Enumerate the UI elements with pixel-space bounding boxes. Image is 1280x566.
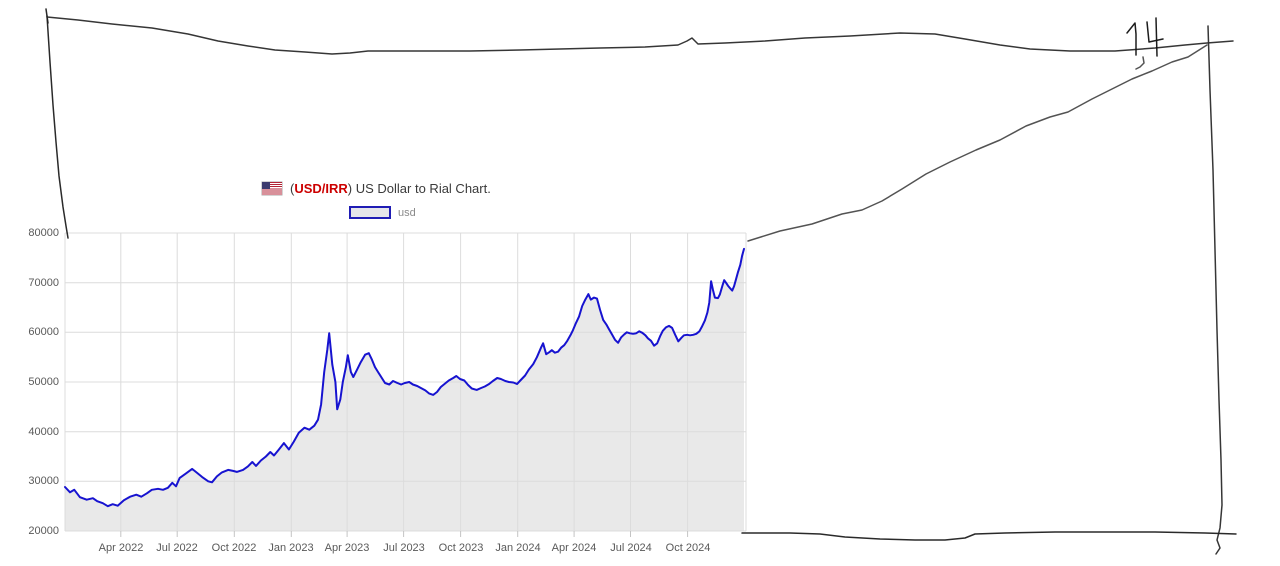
grid (64, 232, 747, 532)
hand-stroke-digit-4-stem (1155, 17, 1158, 57)
x-axis-label: Jan 2023 (268, 542, 314, 554)
legend-swatch-icon (349, 206, 391, 219)
title-rest: ) US Dollar to Rial Chart. (347, 181, 491, 196)
price-line (64, 247, 745, 508)
legend-label: usd (398, 206, 416, 219)
hand-stroke-digit-1 (1126, 22, 1137, 56)
title-open: ( (290, 181, 295, 196)
us-flag-icon (262, 182, 282, 195)
flag-canton-icon (262, 182, 270, 189)
x-axis-label: Jan 2024 (495, 542, 541, 554)
x-axis-label: Oct 2024 (665, 542, 711, 554)
x-axis-label: Oct 2023 (438, 542, 484, 554)
y-axis-label: 60000 (28, 326, 59, 338)
hand-stroke-bottom-edge (741, 531, 1237, 541)
y-axis-label: 50000 (28, 376, 59, 388)
chart-title: (USD/IRR) US Dollar to Rial Chart. (290, 181, 491, 196)
x-axis-label: Oct 2022 (211, 542, 257, 554)
x-axis-label: Apr 2022 (98, 542, 144, 554)
x-axis-label: Jul 2023 (383, 542, 425, 554)
chart-legend[interactable]: usd (349, 206, 416, 219)
hand-stroke-top-edge (46, 16, 1234, 55)
x-axis-label: Apr 2024 (551, 542, 597, 554)
x-axis-label: Jul 2024 (610, 542, 652, 554)
y-axis-label: 20000 (28, 525, 59, 537)
x-axis-label: Jul 2022 (156, 542, 198, 554)
currency-pair: USD/IRR (294, 181, 348, 196)
hand-annotation (45, 8, 1237, 555)
hand-stroke-right-edge (1207, 25, 1223, 555)
y-axis-label: 70000 (28, 277, 59, 289)
chart-header: (USD/IRR) US Dollar to Rial Chart. (262, 181, 491, 196)
x-axis-label: Apr 2023 (324, 542, 370, 554)
y-axis-label: 80000 (28, 227, 59, 239)
y-axis-label: 30000 (28, 475, 59, 487)
y-axis-label: 40000 (28, 426, 59, 438)
hand-stroke-tick-mark (1135, 56, 1145, 70)
hand-stroke-trend-diagonal (747, 44, 1208, 242)
x-axis-ticks (120, 531, 689, 537)
hand-stroke-left-edge (46, 15, 69, 239)
hand-stroke-digit-4-left (1146, 21, 1164, 43)
